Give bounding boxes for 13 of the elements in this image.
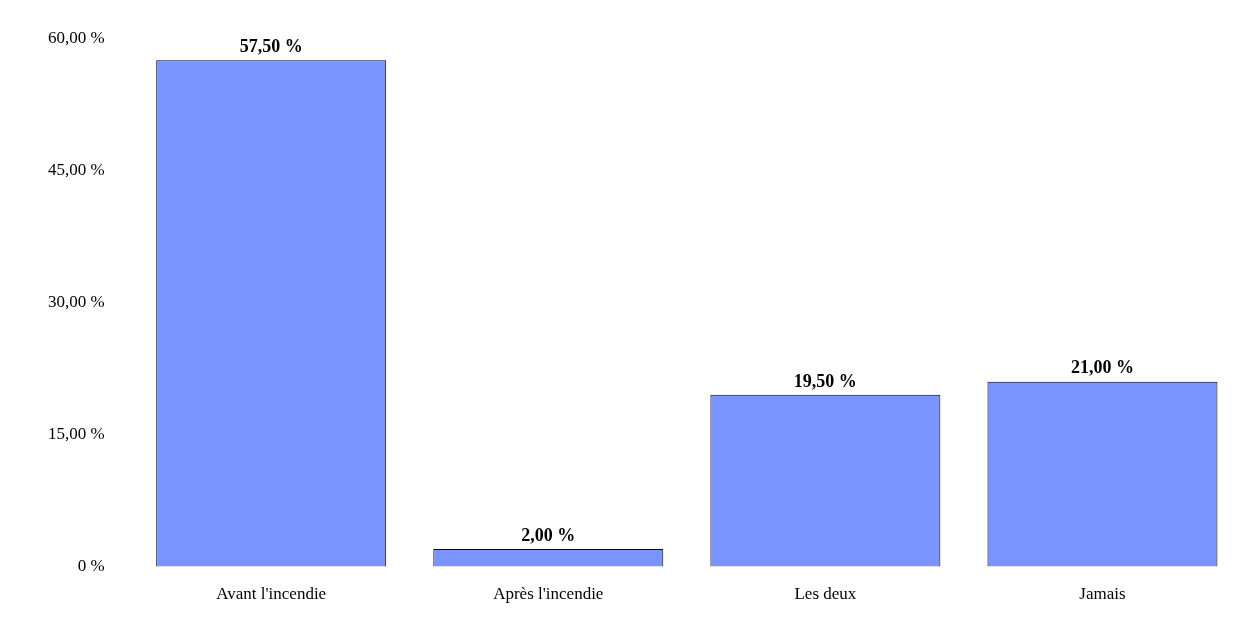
x-tick-label: Jamais xyxy=(1079,584,1126,604)
y-tick-label: 60,00 % xyxy=(47,27,105,47)
data-label: 19,50 % xyxy=(793,370,857,391)
x-tick-label: Avant l'incendie xyxy=(216,584,327,604)
x-tick-label: Après l'incendie xyxy=(493,584,604,604)
data-label: 57,50 % xyxy=(239,35,303,56)
data-label: 21,00 % xyxy=(1070,357,1134,378)
y-tick-label: 0 % xyxy=(77,556,105,576)
y-tick-label: 45,00 % xyxy=(47,159,105,179)
x-tick-label: Les deux xyxy=(794,584,857,604)
data-label: 2,00 % xyxy=(521,524,576,545)
y-tick-label: 30,00 % xyxy=(47,291,105,311)
y-tick-label: 15,00 % xyxy=(47,423,105,443)
